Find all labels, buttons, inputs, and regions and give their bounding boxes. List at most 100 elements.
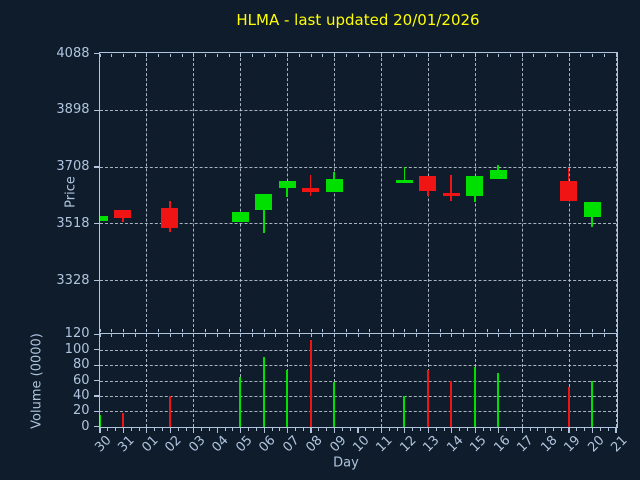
day-tick-label: 18	[537, 433, 561, 456]
candle-body-07	[278, 181, 296, 189]
minor-tick-mark	[556, 53, 558, 57]
minor-tick-mark	[576, 428, 578, 432]
price-tick-label: 3328	[56, 272, 90, 288]
volume-bar-19	[567, 386, 570, 427]
minor-tick-mark	[201, 428, 203, 432]
minor-tick-mark	[224, 428, 226, 432]
minor-tick-mark	[506, 428, 508, 432]
minor-tick-mark	[584, 428, 586, 432]
minor-tick-mark	[99, 329, 101, 332]
day-tick-label: 19	[561, 433, 584, 456]
price-plot	[98, 52, 618, 334]
minor-tick-mark	[388, 428, 390, 432]
gridline-h	[99, 349, 616, 351]
minor-tick-mark	[568, 329, 570, 332]
candle-body-15	[466, 175, 484, 196]
minor-tick-mark	[603, 53, 605, 57]
day-tick-label: 04	[209, 433, 232, 456]
minor-tick-mark	[263, 53, 265, 57]
gridline-h	[99, 380, 616, 382]
minor-tick-mark	[111, 329, 113, 332]
volume-bar-09	[333, 382, 336, 427]
minor-tick-mark	[279, 428, 281, 432]
minor-tick-mark	[443, 428, 445, 432]
minor-tick-mark	[298, 329, 300, 332]
volume-bar-14	[450, 381, 453, 427]
minor-tick-mark	[365, 428, 367, 432]
minor-tick-mark	[380, 329, 382, 332]
price-tick-label: 3518	[56, 215, 90, 231]
gridline-v	[193, 333, 195, 427]
gridline-v	[521, 333, 523, 427]
minor-tick-mark	[345, 53, 347, 57]
minor-tick-mark	[310, 329, 312, 332]
minor-tick-mark	[380, 333, 382, 337]
day-tick-label: 13	[420, 433, 443, 456]
tick-mark	[216, 428, 218, 433]
minor-tick-mark	[122, 53, 124, 57]
minor-tick-mark	[115, 428, 117, 432]
tick-mark	[94, 395, 99, 397]
minor-tick-mark	[158, 329, 160, 332]
minor-tick-mark	[599, 428, 601, 432]
minor-tick-mark	[521, 329, 523, 332]
price-tick-label: 4088	[56, 45, 90, 61]
volume-bar-16	[497, 372, 500, 427]
minor-tick-mark	[521, 333, 523, 337]
minor-tick-mark	[134, 329, 136, 332]
minor-tick-mark	[162, 428, 164, 432]
day-tick-label: 15	[467, 433, 490, 456]
minor-tick-mark	[509, 53, 511, 57]
minor-tick-mark	[474, 53, 476, 57]
minor-tick-mark	[185, 428, 187, 432]
volume-tick-label: 60	[72, 372, 90, 388]
minor-tick-mark	[486, 329, 488, 332]
minor-tick-mark	[334, 333, 336, 337]
gridline-v	[615, 53, 617, 332]
volume-tick-label: 120	[64, 326, 90, 342]
minor-tick-mark	[392, 333, 394, 337]
minor-tick-mark	[463, 329, 465, 332]
gridline-h	[99, 280, 616, 282]
tick-mark	[357, 428, 359, 433]
volume-plot	[98, 333, 618, 429]
price-tick-label: 3708	[56, 159, 90, 175]
gridline-h	[99, 109, 616, 111]
minor-tick-mark	[322, 333, 324, 337]
day-tick-label: 12	[397, 433, 420, 456]
minor-tick-mark	[228, 53, 230, 57]
candle-body-02	[161, 208, 179, 229]
minor-tick-mark	[498, 333, 500, 337]
tick-mark	[568, 428, 570, 433]
minor-tick-mark	[439, 329, 441, 332]
minor-tick-mark	[592, 53, 594, 57]
minor-tick-mark	[451, 329, 453, 332]
minor-tick-mark	[509, 333, 511, 337]
minor-tick-mark	[490, 428, 492, 432]
minor-tick-mark	[427, 333, 429, 337]
minor-tick-mark	[392, 329, 394, 332]
minor-tick-mark	[463, 53, 465, 57]
minor-tick-mark	[334, 329, 336, 332]
tick-mark	[94, 364, 99, 366]
tick-mark	[99, 428, 101, 433]
minor-tick-mark	[111, 53, 113, 57]
minor-tick-mark	[474, 333, 476, 337]
tick-mark	[240, 428, 242, 433]
gridline-v	[334, 53, 336, 332]
tick-mark	[591, 428, 594, 433]
tick-mark	[94, 426, 99, 428]
minor-tick-mark	[122, 329, 124, 332]
day-tick-label: 09	[326, 433, 350, 456]
minor-tick-mark	[251, 333, 253, 337]
volume-bar-02	[168, 395, 171, 427]
minor-tick-mark	[396, 428, 398, 432]
day-tick-label: 08	[303, 433, 326, 456]
minor-tick-mark	[232, 428, 234, 432]
gridline-v	[568, 333, 570, 427]
day-tick-label: 05	[233, 433, 256, 456]
volume-bar-15	[473, 367, 476, 427]
volume-tick-label: 40	[72, 387, 90, 403]
minor-tick-mark	[216, 53, 218, 57]
minor-tick-mark	[349, 428, 351, 432]
